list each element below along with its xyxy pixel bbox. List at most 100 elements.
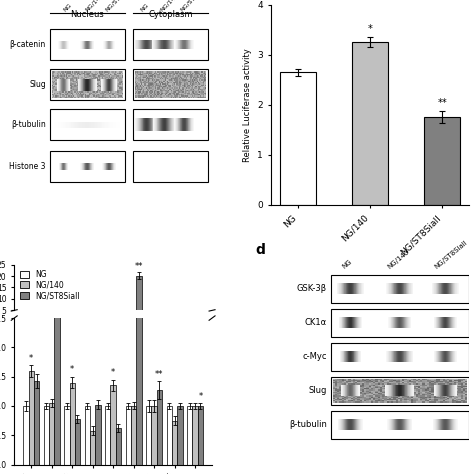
Bar [101,85,103,86]
Bar [64,85,65,86]
Bar [366,388,369,389]
Bar [436,395,438,397]
Bar [70,73,71,74]
Bar [436,393,438,394]
Bar [74,90,75,91]
Bar [391,351,392,363]
Bar [397,419,398,430]
Bar [89,86,90,87]
Bar [343,317,344,328]
Bar [66,86,67,87]
Bar [93,90,94,91]
Bar [179,91,180,93]
Bar [452,389,454,391]
Bar [175,40,176,49]
Bar [168,82,169,83]
Bar [148,77,149,78]
Bar [69,122,70,128]
Bar [389,386,391,387]
Bar [156,93,157,94]
Bar [182,73,183,74]
Bar [458,381,461,382]
Bar [72,82,73,83]
Text: NG/140: NG/140 [386,248,410,270]
Bar [58,78,59,79]
Bar [107,78,108,79]
Bar [356,317,357,328]
Bar [155,95,156,97]
Bar [169,94,171,95]
Bar [89,122,90,128]
Bar [465,395,467,397]
Bar [389,393,391,394]
Bar [141,71,142,73]
Bar [465,392,467,393]
Bar [119,91,121,93]
Bar [138,71,140,73]
Bar [449,385,450,396]
Bar [52,79,53,81]
Bar [85,78,86,79]
Bar [162,81,164,82]
Bar [443,379,445,380]
Bar [109,93,110,94]
Bar [344,392,346,393]
Bar [412,385,413,396]
Bar [78,81,79,82]
Bar [452,283,453,294]
Bar [67,79,68,81]
Bar [105,91,107,93]
Bar [122,93,123,94]
Bar [404,389,407,391]
Bar [384,397,387,398]
Bar [452,401,454,402]
Bar [402,419,403,430]
Bar [200,71,201,73]
Bar [197,86,198,87]
Bar [101,97,103,98]
Bar [68,87,70,89]
Bar [148,71,149,73]
Bar [382,400,384,401]
Bar [92,91,93,93]
Bar [461,379,463,380]
Bar [416,397,418,398]
Bar [104,89,105,90]
Bar [79,122,81,128]
Bar [135,89,136,90]
Bar [112,83,114,85]
Bar [112,75,114,77]
Bar [416,399,418,400]
Bar [149,74,150,75]
Bar [360,401,362,402]
Bar [86,91,87,93]
Bar [157,390,162,465]
Bar [55,91,56,93]
Bar [391,401,393,402]
Bar [360,389,362,391]
Bar [191,90,192,91]
Bar [72,78,73,79]
Bar [141,85,142,86]
Bar [333,394,335,395]
Bar [418,387,420,388]
Bar [154,40,155,49]
Bar [198,79,199,81]
Bar [136,79,137,81]
Bar [178,94,179,95]
Bar [391,386,393,387]
Bar [99,83,100,85]
Bar [118,86,119,87]
Bar [148,90,149,91]
Bar [445,389,447,391]
Bar [100,75,101,77]
Bar [333,391,335,392]
Bar [348,317,349,328]
Bar [418,382,420,383]
Bar [100,83,101,85]
Bar [68,73,70,74]
Bar [92,75,93,77]
Bar [104,75,105,77]
Bar [98,90,99,91]
Bar [185,73,186,74]
